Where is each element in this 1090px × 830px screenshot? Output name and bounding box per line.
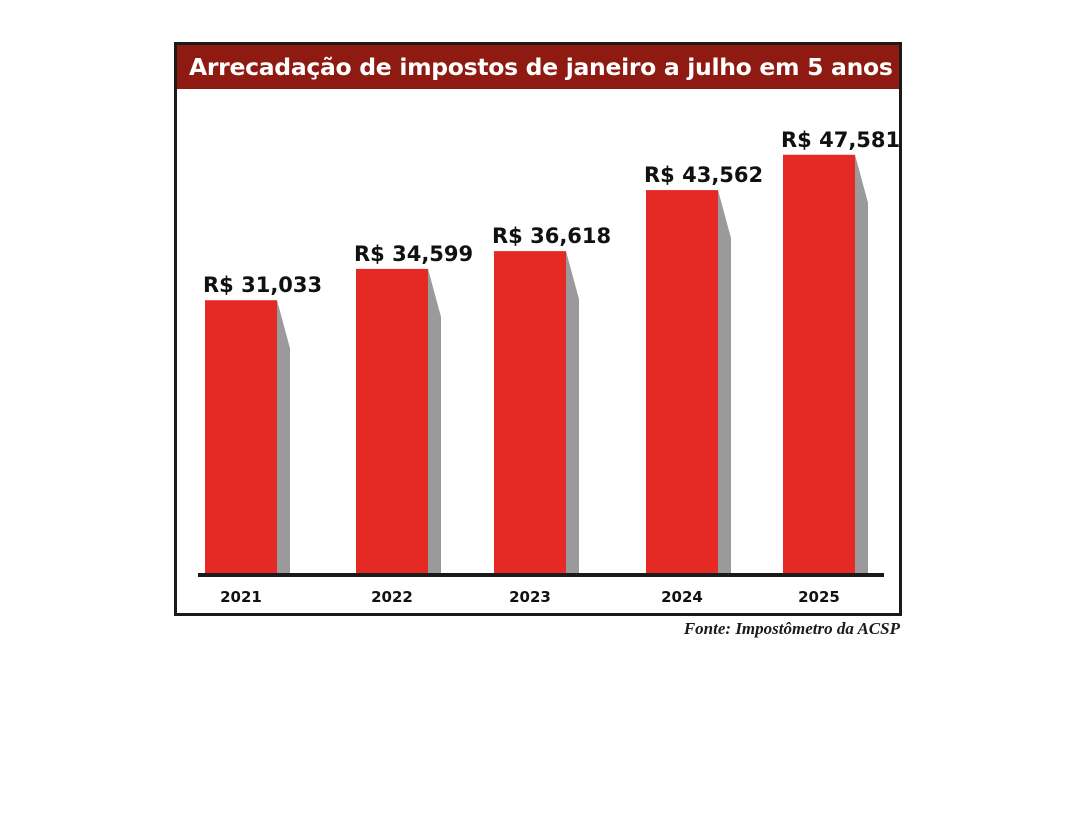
x-axis-line (198, 573, 884, 577)
source-note: Fonte: Impostômetro da ACSP (683, 619, 900, 638)
title-bar: Arrecadação de impostos de janeiro a jul… (177, 45, 899, 89)
bar (494, 251, 566, 573)
data-label: R$ 43,562 (644, 163, 763, 187)
bars-group: R$ 31,033 2021 R$ 34,599 2022 R$ 36,618 2023 R… (203, 128, 900, 606)
bar-shadow (277, 300, 290, 573)
data-label: R$ 36,618 (492, 224, 611, 248)
bar (646, 190, 718, 573)
bar (205, 300, 277, 573)
bar-shadow (566, 251, 579, 573)
x-tick-label: 2025 (798, 588, 840, 606)
bar (783, 154, 855, 574)
data-label: R$ 34,599 (354, 242, 473, 266)
bar-shadow (428, 268, 441, 573)
data-label: R$ 31,033 (203, 273, 322, 297)
bar (356, 268, 428, 573)
chart-title: Arrecadação de impostos de janeiro a jul… (189, 53, 893, 81)
x-tick-label: 2023 (509, 588, 551, 606)
data-label: R$ 47,581 (781, 128, 900, 152)
bar-shadow (718, 190, 731, 573)
x-tick-label: 2024 (661, 588, 703, 606)
x-tick-label: 2021 (220, 588, 262, 606)
bar-shadow (855, 154, 868, 574)
x-tick-label: 2022 (371, 588, 413, 606)
